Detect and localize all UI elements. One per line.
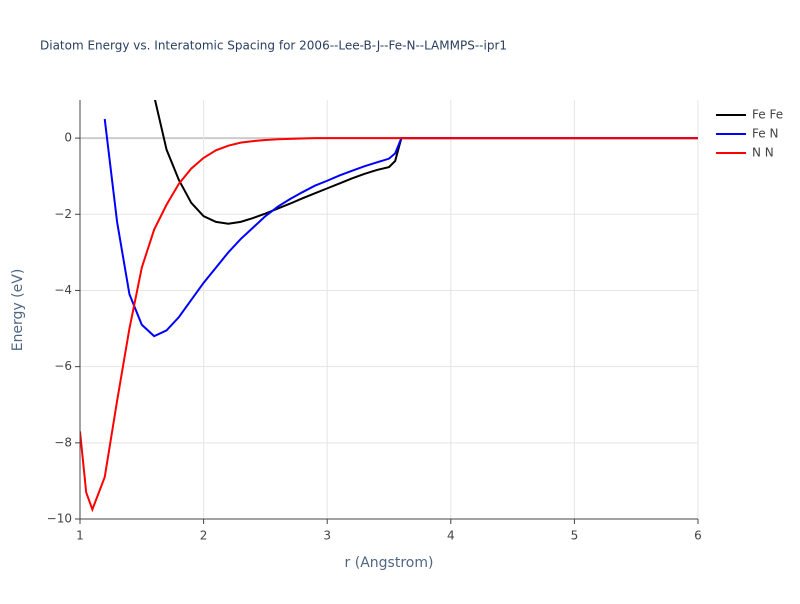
y-tick-label: −4	[54, 283, 72, 297]
y-tick-label: −6	[54, 359, 72, 373]
x-tick-label: 5	[571, 529, 579, 543]
y-tick-label: −10	[47, 512, 72, 526]
y-axis-title: Energy (eV)	[10, 269, 26, 352]
y-tick-label: 0	[64, 131, 72, 145]
legend-label: Fe Fe	[752, 108, 783, 122]
chart-title: Diatom Energy vs. Interatomic Spacing fo…	[40, 39, 507, 53]
x-tick-label: 6	[694, 529, 702, 543]
x-tick-label: 1	[76, 529, 84, 543]
line-series	[154, 100, 698, 225]
legend-label: Fe N	[752, 127, 778, 141]
legend: Fe Fe Fe N N N	[716, 108, 783, 160]
x-tick-label: 3	[323, 529, 331, 543]
line-series	[103, 118, 698, 338]
line-series	[80, 137, 698, 513]
x-tick-label: 4	[447, 529, 455, 543]
y-tick-label: −2	[54, 207, 72, 221]
x-tick-label: 2	[200, 529, 208, 543]
legend-label: N N	[752, 146, 774, 160]
plot-area	[80, 100, 698, 513]
y-tick-label: −8	[54, 435, 72, 449]
x-axis-title: r (Angstrom)	[345, 555, 434, 571]
